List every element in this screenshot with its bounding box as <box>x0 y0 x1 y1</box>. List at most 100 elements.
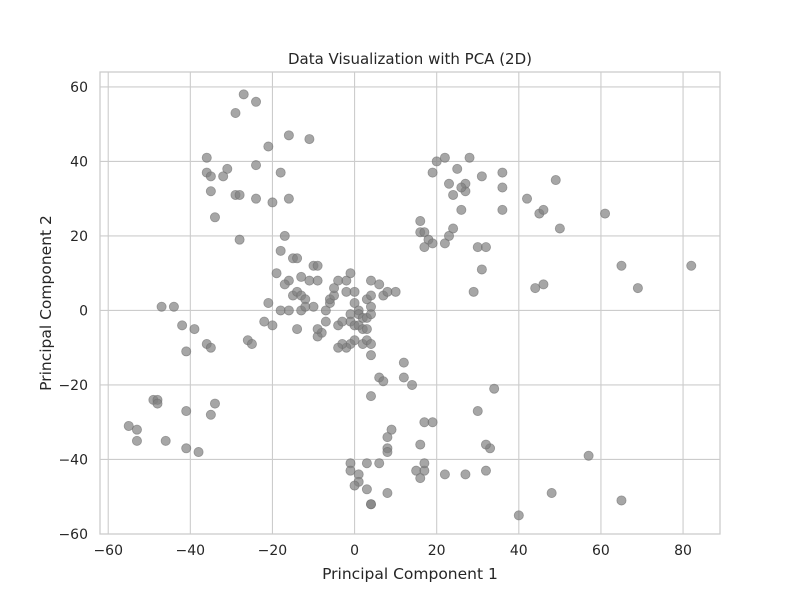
scatter-point <box>456 204 467 215</box>
scatter-point <box>452 163 463 174</box>
scatter-point <box>189 324 200 335</box>
scatter-point <box>218 171 229 182</box>
scatter-point <box>616 260 627 271</box>
scatter-point <box>251 193 262 204</box>
y-tick-label: −60 <box>58 527 88 543</box>
scatter-point <box>398 357 409 368</box>
y-tick-label: −40 <box>58 452 88 468</box>
scatter-point <box>209 398 220 409</box>
scatter-point <box>419 242 430 253</box>
scatter-point <box>365 499 376 510</box>
scatter-point <box>365 275 376 286</box>
scatter-point <box>279 230 290 241</box>
scatter-point <box>460 469 471 480</box>
scatter-point <box>283 193 294 204</box>
scatter-point <box>345 465 356 476</box>
scatter-point <box>312 275 323 286</box>
scatter-point <box>382 432 393 443</box>
x-tick-label: 20 <box>428 543 446 559</box>
scatter-point <box>464 152 475 163</box>
scatter-point <box>292 253 303 264</box>
scatter-point <box>246 338 257 349</box>
scatter-point <box>131 424 142 435</box>
scatter-point <box>431 156 442 167</box>
scatter-point <box>349 286 360 297</box>
scatter-point <box>271 268 282 279</box>
scatter-point <box>296 271 307 282</box>
scatter-point <box>205 409 216 420</box>
scatter-point <box>522 193 533 204</box>
scatter-point <box>320 316 331 327</box>
scatter-point <box>439 152 450 163</box>
scatter-point <box>378 376 389 387</box>
scatter-point <box>600 208 611 219</box>
scatter-point <box>234 189 245 200</box>
scatter-point <box>160 435 171 446</box>
y-tick-label: 60 <box>70 80 88 96</box>
y-tick-label: 0 <box>79 303 88 319</box>
scatter-point <box>304 134 315 145</box>
scatter-point <box>205 186 216 197</box>
scatter-point <box>168 301 179 312</box>
scatter-point <box>205 342 216 353</box>
x-tick-label: −20 <box>258 543 288 559</box>
scatter-point <box>283 305 294 316</box>
scatter-point <box>538 204 549 215</box>
scatter-point <box>263 297 274 308</box>
x-axis-label: Principal Component 1 <box>322 565 498 583</box>
y-tick-label: −20 <box>58 378 88 394</box>
scatter-point <box>415 439 426 450</box>
scatter-point <box>181 406 192 417</box>
scatter-point <box>251 96 262 107</box>
scatter-point <box>382 447 393 458</box>
scatter-point <box>275 167 286 178</box>
scatter-point <box>448 189 459 200</box>
scatter-point <box>279 279 290 290</box>
plot-frame <box>99 71 721 535</box>
scatter-point <box>583 450 594 461</box>
scatter-point <box>177 320 188 331</box>
x-tick-label: −60 <box>93 543 123 559</box>
scatter-point <box>546 488 557 499</box>
scatter-point <box>156 301 167 312</box>
scatter-point <box>361 458 372 469</box>
scatter-point <box>374 279 385 290</box>
scatter-point <box>238 89 249 100</box>
scatter-point <box>382 488 393 499</box>
scatter-point <box>497 204 508 215</box>
scatter-point <box>398 372 409 383</box>
scatter-point <box>632 283 643 294</box>
scatter-point <box>480 465 491 476</box>
scatter-point <box>390 286 401 297</box>
scatter-point <box>349 480 360 491</box>
scatter-point <box>300 301 311 312</box>
chart-title: Data Visualization with PCA (2D) <box>288 50 532 68</box>
scatter-point <box>427 167 438 178</box>
scatter-point <box>234 234 245 245</box>
scatter-point <box>181 443 192 454</box>
scatter-point <box>489 383 500 394</box>
scatter-point <box>497 182 508 193</box>
scatter-point <box>480 439 491 450</box>
scatter-point <box>686 260 697 271</box>
x-tick-labels: −60 −40 −20 0 20 40 60 80 <box>93 543 692 559</box>
scatter-point <box>365 338 376 349</box>
x-tick-label: 40 <box>510 543 528 559</box>
scatter-point <box>554 223 565 234</box>
scatter-point <box>201 152 212 163</box>
scatter-point <box>616 495 627 506</box>
scatter-point <box>205 171 216 182</box>
scatter-point <box>230 107 241 118</box>
scatter-point <box>267 197 278 208</box>
scatter-point <box>312 260 323 271</box>
y-tick-label: 20 <box>70 229 88 245</box>
scatter-point <box>152 398 163 409</box>
scatter-point <box>259 316 270 327</box>
scatter-point <box>415 473 426 484</box>
scatter-point <box>365 391 376 402</box>
scatter-point <box>365 290 376 301</box>
scatter-point <box>251 160 262 171</box>
scatter-point <box>456 182 467 193</box>
scatter-point <box>283 130 294 141</box>
